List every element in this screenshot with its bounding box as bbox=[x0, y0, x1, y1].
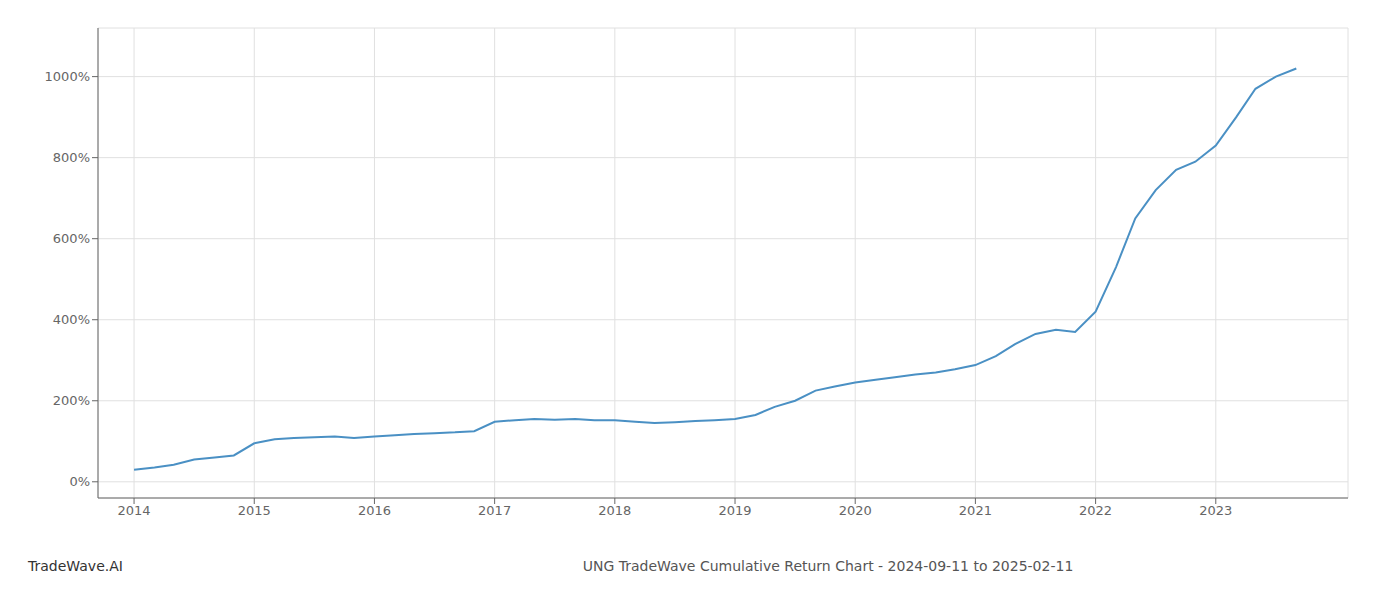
html-text:TradeWave.AI: TradeWave.AI bbox=[28, 558, 123, 574]
svg-text:800%: 800% bbox=[53, 150, 90, 165]
html-text:UNG TradeWave Cumulative Retur: UNG TradeWave Cumulative Return Chart - … bbox=[582, 558, 1074, 574]
svg-text:2020: 2020 bbox=[839, 503, 872, 518]
svg-text:0%: 0% bbox=[69, 474, 90, 489]
svg-text:2018: 2018 bbox=[598, 503, 631, 518]
svg-text:2016: 2016 bbox=[358, 503, 391, 518]
svg-text:2017: 2017 bbox=[478, 503, 511, 518]
svg-text:2022: 2022 bbox=[1079, 503, 1112, 518]
svg-text:2023: 2023 bbox=[1199, 503, 1232, 518]
svg-text:1000%: 1000% bbox=[45, 69, 90, 84]
svg-text:400%: 400% bbox=[53, 312, 90, 327]
svg-text:600%: 600% bbox=[53, 231, 90, 246]
svg-text:200%: 200% bbox=[53, 393, 90, 408]
svg-text:2014: 2014 bbox=[118, 503, 151, 518]
svg-text:2015: 2015 bbox=[238, 503, 271, 518]
svg-text:2021: 2021 bbox=[959, 503, 992, 518]
svg-text:2019: 2019 bbox=[718, 503, 751, 518]
